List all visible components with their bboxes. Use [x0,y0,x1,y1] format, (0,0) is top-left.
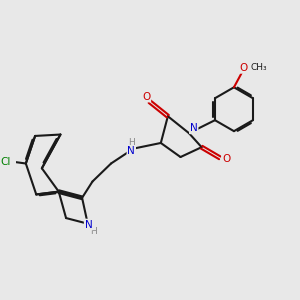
Text: N: N [85,220,92,230]
Text: O: O [239,63,248,73]
Text: CH₃: CH₃ [251,63,268,72]
Text: N: N [190,123,198,133]
Text: N: N [128,146,135,156]
Text: Cl: Cl [0,157,11,167]
Text: H: H [128,138,135,147]
Text: O: O [222,154,230,164]
Text: O: O [142,92,150,102]
Text: H: H [91,227,97,236]
